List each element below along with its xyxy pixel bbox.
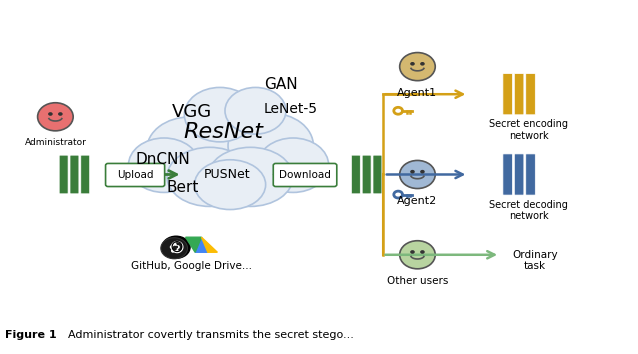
Circle shape: [410, 170, 415, 173]
FancyBboxPatch shape: [362, 155, 371, 194]
FancyBboxPatch shape: [503, 154, 512, 195]
Text: Ordinary: Ordinary: [512, 250, 558, 260]
Ellipse shape: [225, 87, 286, 134]
Text: Upload: Upload: [117, 170, 153, 180]
Circle shape: [161, 238, 188, 259]
Circle shape: [420, 250, 425, 254]
Ellipse shape: [228, 113, 313, 178]
Circle shape: [410, 62, 415, 65]
Circle shape: [410, 250, 415, 254]
Ellipse shape: [208, 147, 293, 206]
FancyBboxPatch shape: [273, 164, 337, 187]
Circle shape: [399, 241, 435, 269]
Text: DnCNN: DnCNN: [136, 152, 191, 167]
Polygon shape: [202, 237, 218, 252]
Text: GitHub, Google Drive...: GitHub, Google Drive...: [131, 261, 253, 271]
Text: GAN: GAN: [264, 77, 298, 92]
Text: PUSNet: PUSNet: [204, 168, 250, 181]
FancyBboxPatch shape: [81, 155, 90, 194]
Text: network: network: [509, 211, 549, 221]
Text: Administrator: Administrator: [24, 138, 86, 147]
Text: VGG: VGG: [172, 103, 212, 121]
Text: Download: Download: [279, 170, 331, 180]
Circle shape: [48, 112, 53, 116]
FancyBboxPatch shape: [352, 155, 360, 194]
Circle shape: [420, 62, 425, 65]
Text: Administrator covertly transmits the secret stego...: Administrator covertly transmits the sec…: [68, 330, 354, 340]
FancyBboxPatch shape: [514, 154, 524, 195]
FancyBboxPatch shape: [514, 74, 524, 115]
Text: Other users: Other users: [387, 276, 448, 286]
Ellipse shape: [128, 138, 200, 193]
FancyBboxPatch shape: [59, 155, 68, 194]
Text: Secret encoding: Secret encoding: [489, 119, 568, 129]
Text: Agent2: Agent2: [397, 195, 438, 206]
Ellipse shape: [195, 160, 265, 210]
FancyBboxPatch shape: [503, 74, 512, 115]
Ellipse shape: [174, 99, 286, 185]
FancyBboxPatch shape: [526, 154, 535, 195]
Polygon shape: [195, 237, 208, 252]
Ellipse shape: [258, 138, 329, 193]
Circle shape: [162, 236, 190, 258]
Text: Bert: Bert: [167, 179, 198, 195]
Text: ⊙: ⊙: [168, 238, 184, 257]
Text: task: task: [524, 261, 546, 271]
Text: Agent1: Agent1: [397, 88, 438, 98]
Circle shape: [38, 103, 73, 131]
FancyBboxPatch shape: [70, 155, 79, 194]
Text: network: network: [509, 131, 549, 141]
Polygon shape: [186, 237, 202, 252]
FancyBboxPatch shape: [526, 74, 535, 115]
Text: ResNet: ResNet: [184, 122, 263, 142]
Ellipse shape: [184, 87, 255, 142]
Circle shape: [399, 160, 435, 189]
Text: Figure 1: Figure 1: [4, 330, 56, 340]
Circle shape: [420, 170, 425, 173]
Text: ✿: ✿: [168, 241, 180, 255]
FancyBboxPatch shape: [105, 164, 165, 187]
Text: ⊙: ⊙: [169, 238, 183, 256]
Ellipse shape: [147, 117, 232, 182]
FancyBboxPatch shape: [373, 155, 382, 194]
Circle shape: [58, 112, 63, 116]
Text: LeNet-5: LeNet-5: [263, 102, 318, 116]
Ellipse shape: [167, 147, 253, 206]
Circle shape: [399, 52, 435, 81]
Text: Secret decoding: Secret decoding: [489, 200, 568, 210]
